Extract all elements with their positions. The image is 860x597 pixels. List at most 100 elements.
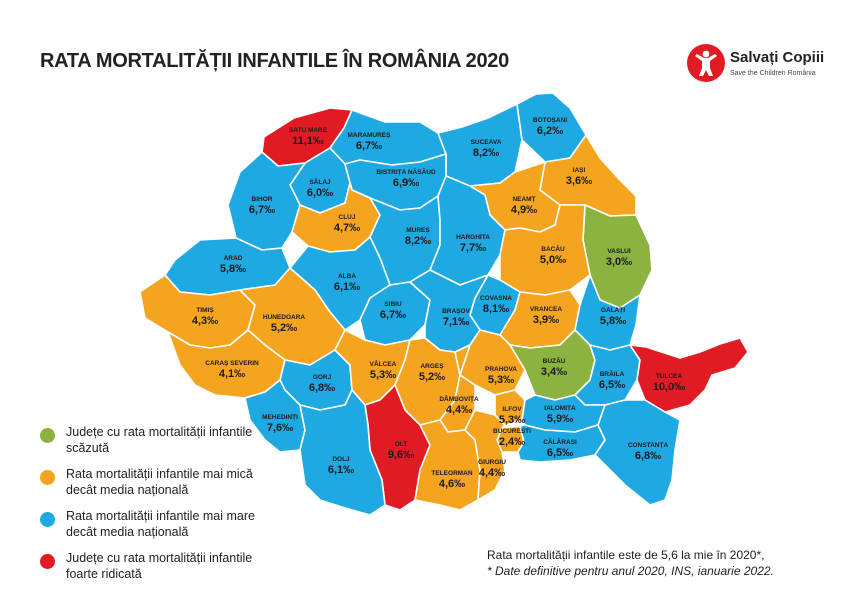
county-value-sibiu: 6,7‰ [380,309,406,321]
county-value-cluj: 4,7‰ [334,222,360,234]
legend-blue-dot [40,512,55,527]
county-value-dolj: 6,1‰ [328,464,354,476]
county-name-bucuresti: BUCUREȘTI [493,428,531,435]
county-value-vrancea: 3,9‰ [533,314,559,326]
county-value-prahova: 5,3‰ [488,374,514,386]
legend-green-dot [40,428,55,443]
county-value-neamt: 4,9‰ [511,204,537,216]
county-name-sibiu: SIBIU [384,301,402,308]
county-value-hunedoara: 5,2‰ [271,322,297,334]
county-name-dambovita: DÂMBOVIȚA [439,394,479,403]
page-title: RATA MORTALITĂȚII INFANTILE ÎN ROMÂNIA 2… [40,50,509,72]
county-value-bucuresti: 2,4‰ [499,436,525,448]
county-name-dolj: DOLJ [332,456,350,463]
county-name-bistrita: BISTRIȚA NĂSĂUD [376,167,436,176]
county-name-salaj: SĂLAJ [309,177,331,186]
county-value-covasna: 8,1‰ [483,303,509,315]
county-value-caras-severin: 4,1‰ [219,368,245,380]
county-name-prahova: PRAHOVA [485,366,517,373]
county-name-suceava: SUCEAVA [471,139,502,146]
legend-label: Rata mortalității infantile mai mică dec… [66,467,253,497]
county-name-covasna: COVASNA [480,295,512,302]
county-value-calarasi: 6,5‰ [547,447,573,459]
salvati-copiii-logo: Salvați Copiii Save the Children România [686,43,826,83]
county-value-constanta: 6,8‰ [635,450,661,462]
county-value-arad: 5,8‰ [220,263,246,275]
county-value-harghita: 7,7‰ [460,242,486,254]
county-name-bihor: BIHOR [252,196,273,203]
county-value-iasi: 3,6‰ [566,175,592,187]
county-value-brasov: 7,1‰ [443,316,469,328]
county-value-buzau: 3,4‰ [541,366,567,378]
county-name-braila: BRĂILA [600,369,625,378]
county-name-hunedoara: HUNEDOARA [263,314,306,321]
county-value-bihor: 6,7‰ [249,204,275,216]
county-value-valcea: 5,3‰ [370,369,396,381]
county-name-caras-severin: CARAȘ SEVERIN [205,360,259,367]
county-value-arges: 5,2‰ [419,371,445,383]
county-value-olt: 9,6‰ [388,449,414,461]
county-dolj [299,389,386,516]
county-name-harghita: HARGHITA [456,234,490,241]
county-tulcea [629,337,749,413]
county-value-galati: 5,8‰ [600,315,626,327]
county-value-teleorman: 4,6‰ [439,478,465,490]
county-name-calarasi: CĂLĂRAȘI [543,437,577,446]
county-value-ialomita: 5,9‰ [547,413,573,425]
county-name-ialomita: IALOMIȚA [544,405,576,412]
county-value-vaslui: 3,0‰ [606,256,632,268]
county-value-ilfov: 5,3‰ [499,414,525,426]
county-name-valcea: VÂLCEA [370,359,397,368]
logo-name: Salvați Copiii [730,49,825,66]
footnote-source: * Date definitive pentru anul 2020, INS,… [487,564,774,578]
footnote-main: Rata mortalității infantile este de 5,6 … [487,548,765,562]
county-name-arad: ARAD [224,255,243,262]
legend-item: Județe cu rata mortalității infantile fo… [40,550,290,592]
county-name-mures: MUREȘ [406,227,430,234]
county-value-dambovita: 4,4‰ [446,404,472,416]
county-value-suceava: 8,2‰ [473,147,499,159]
county-value-bistrita: 6,9‰ [393,177,419,189]
county-value-braila: 6,5‰ [599,379,625,391]
county-value-bacau: 5,0‰ [540,254,566,266]
county-name-brasov: BRAȘOV [442,308,470,315]
county-name-satu-mare: SATU MARE [289,127,328,134]
county-value-botosani: 6,2‰ [537,125,563,137]
county-name-constanta: CONSTANȚA [628,442,669,449]
legend-label: Județe cu rata mortalității infantile fo… [66,551,253,581]
legend: Județe cu rata mortalității infantile sc… [40,424,290,592]
logo-subtitle: Save the Children România [730,70,816,77]
county-name-vrancea: VRANCEA [530,306,562,313]
county-value-satu-mare: 11,1‰ [292,135,324,147]
county-name-botosani: BOTOȘANI [533,117,567,124]
county-value-tulcea: 10,0‰ [653,381,685,393]
county-value-gorj: 6,8‰ [309,382,335,394]
county-name-galati: GALAȚI [601,307,625,314]
county-name-maramures: MARAMUREȘ [348,132,392,139]
county-value-mehedinti: 7,6‰ [267,422,293,434]
legend-item: Rata mortalității infantile mai mare dec… [40,508,290,550]
legend-orange-dot [40,470,55,485]
county-name-giurgiu: GIURGIU [478,459,506,466]
county-name-buzau: BUZĂU [543,356,566,365]
county-name-gorj: GORJ [313,374,332,381]
county-name-neamt: NEAMȚ [512,196,535,203]
county-name-ilfov: ILFOV [502,406,522,413]
county-name-cluj: CLUJ [339,214,356,221]
county-value-salaj: 6,0‰ [307,187,333,199]
county-name-timis: TIMIȘ [196,307,214,314]
county-value-giurgiu: 4,4‰ [479,467,505,479]
child-figure-icon [687,44,725,82]
legend-item: Județe cu rata mortalității infantile sc… [40,424,290,466]
county-name-bacau: BACĂU [541,244,565,253]
county-name-tulcea: TULCEA [656,373,683,380]
legend-item: Rata mortalității infantile mai mică dec… [40,466,290,508]
county-name-teleorman: TELEORMAN [431,470,472,477]
footnote: Rata mortalității infantile este de 5,6 … [487,547,827,579]
county-name-iasi: IAȘI [573,167,586,174]
county-name-alba: ALBA [338,273,356,280]
county-value-timis: 4,3‰ [192,315,218,327]
county-name-mehedinti: MEHEDINȚI [262,414,298,421]
county-value-mures: 8,2‰ [405,235,431,247]
